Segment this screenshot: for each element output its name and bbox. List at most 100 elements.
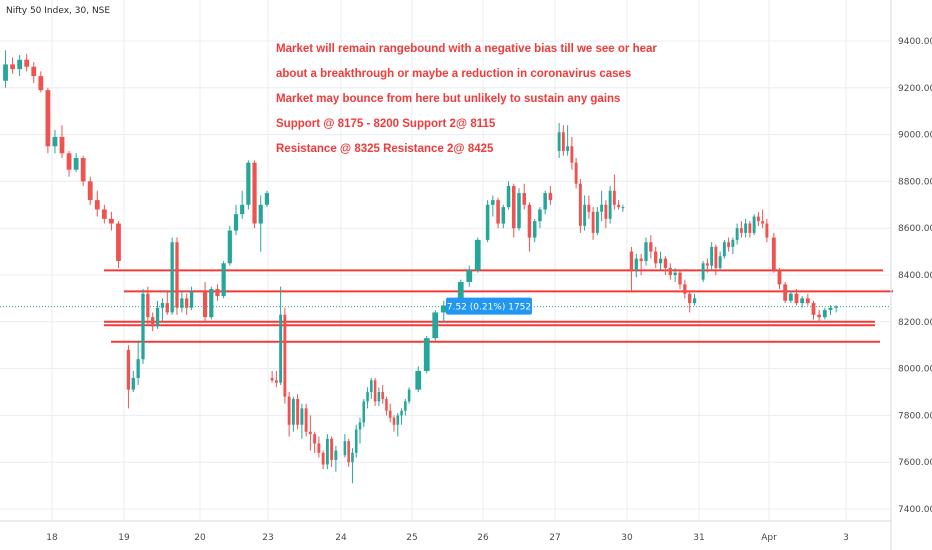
candle-body	[771, 237, 776, 271]
candle-body	[141, 293, 145, 360]
candle-body	[731, 239, 735, 247]
annotation-line: about a breakthrough or maybe a reductio…	[276, 68, 631, 80]
candle-body	[701, 263, 705, 280]
candle-body	[343, 441, 347, 456]
y-tick-label: 8800.00	[898, 177, 932, 187]
y-tick-label: 7800.00	[898, 411, 932, 421]
candle-body	[24, 59, 30, 67]
candle-body	[566, 146, 570, 151]
candle	[668, 263, 672, 280]
candle-body	[587, 204, 591, 212]
candle	[574, 158, 578, 189]
candle	[330, 436, 334, 467]
x-tick-label: 24	[335, 533, 347, 543]
candle	[517, 188, 521, 231]
annotation-line: Market will remain rangebound with a neg…	[276, 43, 657, 55]
candle-body	[644, 242, 648, 261]
candle-body	[215, 289, 220, 297]
candle	[522, 183, 527, 210]
x-tick-label: 20	[194, 533, 206, 543]
candle	[649, 235, 653, 259]
candle	[617, 200, 621, 210]
candle-body	[714, 246, 718, 268]
candle	[381, 384, 384, 404]
candle-body	[517, 193, 521, 229]
candle-body	[506, 186, 511, 208]
candle	[583, 195, 587, 231]
candle	[692, 293, 697, 306]
candle-body	[765, 223, 769, 238]
annotation-notes: Market will remain rangebound with a neg…	[276, 43, 657, 155]
tooltip-text: 7.52 (0.21%) 1752	[447, 303, 531, 313]
candle-body	[617, 204, 621, 208]
candle	[126, 345, 131, 409]
x-tick-label: 23	[262, 533, 273, 543]
candle-body	[10, 64, 15, 70]
candle-body	[308, 431, 312, 435]
candle	[240, 190, 245, 219]
candle-body	[377, 392, 381, 402]
candle-body	[727, 242, 731, 247]
candle-body	[718, 256, 722, 268]
support-resistance-levels	[104, 269, 893, 343]
candle	[718, 251, 722, 271]
candle	[59, 125, 65, 158]
y-tick-label: 9200.00	[898, 84, 932, 94]
candle	[227, 225, 232, 266]
candle-body	[474, 239, 481, 271]
candle-body	[291, 399, 295, 425]
candle	[511, 183, 516, 238]
candle-body	[744, 223, 748, 233]
candle-body	[38, 76, 44, 91]
candle-body	[209, 289, 214, 318]
candle	[300, 403, 304, 439]
candle	[221, 260, 226, 299]
x-tick-label: 27	[549, 533, 560, 543]
candle	[136, 340, 140, 385]
candle-body	[834, 306, 839, 308]
candle-body	[17, 59, 23, 70]
candle-body	[385, 399, 388, 411]
y-tick-label: 9000.00	[898, 131, 932, 141]
price-axis[interactable]: 9400.00 9200.00 9000.00 8800.00 8600.00 8400.…	[898, 37, 932, 515]
candle	[170, 237, 174, 315]
candle-body	[548, 193, 553, 201]
x-tick-label: 31	[693, 533, 704, 543]
candle-body	[274, 380, 278, 383]
candle	[404, 399, 407, 416]
candle-body	[570, 146, 574, 163]
candle-body	[221, 263, 226, 297]
annotation-line: Support @ 8175 - 8200 Support 2@ 8115	[276, 118, 496, 130]
candle-body	[351, 452, 354, 463]
candle	[756, 211, 760, 226]
candle	[608, 186, 612, 224]
candle-body	[658, 258, 663, 264]
candle-body	[761, 221, 765, 224]
candle	[701, 260, 705, 283]
candle	[396, 413, 400, 437]
candle-body	[800, 298, 805, 304]
candle	[828, 305, 833, 315]
candle-body	[538, 209, 542, 222]
candle-body	[485, 204, 490, 240]
candle	[466, 265, 473, 287]
candle	[752, 214, 756, 236]
candle-body	[126, 349, 131, 390]
candle	[354, 424, 358, 458]
candle-body	[160, 303, 165, 308]
candle-body	[668, 267, 672, 275]
candle-body	[362, 401, 366, 423]
candle	[131, 370, 135, 392]
candle-body	[805, 298, 810, 304]
candle	[673, 267, 677, 283]
time-axis[interactable]: 18 19 20 23 24 25 26 27 30 31 Apr 3	[46, 533, 849, 543]
candle	[385, 396, 388, 416]
candle	[654, 246, 658, 268]
candle	[370, 377, 373, 400]
candle	[714, 244, 718, 275]
candle-body	[817, 314, 822, 318]
candle-body	[59, 136, 65, 154]
candle	[334, 445, 338, 472]
candle-body	[227, 230, 232, 264]
